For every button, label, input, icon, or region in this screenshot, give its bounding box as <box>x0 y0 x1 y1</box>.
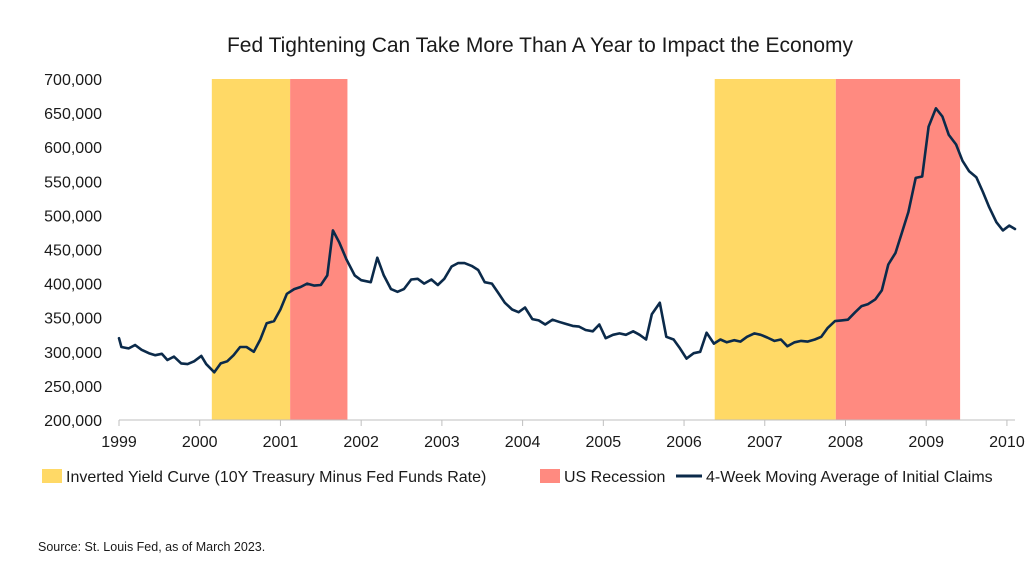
y-tick-label: 250,000 <box>44 379 102 396</box>
shaded-region-0 <box>211 79 291 420</box>
y-tick-label: 550,000 <box>44 174 102 191</box>
x-tick-label: 2000 <box>182 434 218 451</box>
shaded-region-3 <box>835 79 961 420</box>
source-note: Source: St. Louis Fed, as of March 2023. <box>38 540 266 554</box>
shaded-region-2 <box>714 79 836 420</box>
x-tick-label: 1999 <box>101 434 137 451</box>
chart-title: Fed Tightening Can Take More Than A Year… <box>227 34 854 57</box>
y-tick-label: 500,000 <box>44 208 102 225</box>
x-tick-label: 2001 <box>263 434 299 451</box>
y-axis: 200,000 250,000 300,000 350,000 400,000 450,0… <box>44 72 102 430</box>
chart: Fed Tightening Can Take More Than A Year… <box>42 34 1025 486</box>
legend-swatch <box>42 469 62 483</box>
legend-label: 4-Week Moving Average of Initial Claims <box>706 469 993 486</box>
y-tick-label: 200,000 <box>44 413 102 430</box>
y-tick-label: 450,000 <box>44 243 102 260</box>
series-layer <box>117 107 1017 374</box>
shaded-regions <box>211 79 961 420</box>
shaded-region-1 <box>290 79 348 420</box>
y-tick-label: 650,000 <box>44 106 102 123</box>
legend-label: Inverted Yield Curve (10Y Treasury Minus… <box>66 469 486 486</box>
y-tick-label: 400,000 <box>44 277 102 294</box>
x-tick-label: 2009 <box>908 434 944 451</box>
legend-swatch <box>540 469 560 483</box>
x-tick-label: 2004 <box>505 434 541 451</box>
legend: Inverted Yield Curve (10Y Treasury Minus… <box>42 469 993 486</box>
legend-label: US Recession <box>564 469 665 486</box>
x-tick-label: 2010 <box>989 434 1025 451</box>
y-tick-label: 300,000 <box>44 345 102 362</box>
x-tick-label: 2005 <box>586 434 622 451</box>
x-tick-label: 2007 <box>747 434 783 451</box>
x-axis: 1999 2000 2001 2002 2003 2004 2005 2006 2007 2008… <box>101 419 1025 451</box>
series-line-claims <box>117 107 1017 374</box>
x-tick-label: 2008 <box>828 434 864 451</box>
y-tick-label: 350,000 <box>44 311 102 328</box>
x-tick-label: 2002 <box>343 434 379 451</box>
y-tick-label: 700,000 <box>44 72 102 89</box>
x-tick-label: 2006 <box>666 434 702 451</box>
x-tick-label: 2003 <box>424 434 460 451</box>
y-tick-label: 600,000 <box>44 140 102 157</box>
